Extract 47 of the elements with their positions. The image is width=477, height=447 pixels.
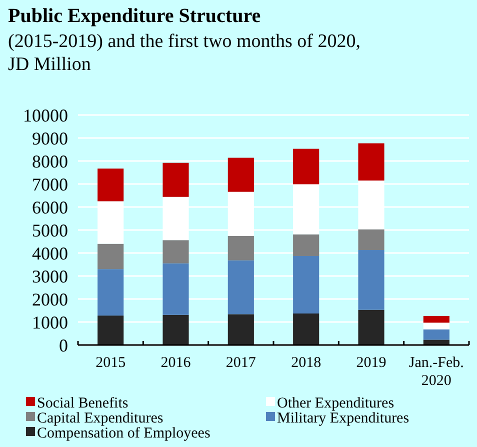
y-tick-label: 3000 — [32, 266, 68, 286]
bar — [358, 143, 384, 181]
legend-label: Capital Expenditures — [37, 410, 164, 426]
y-tick-label: 7000 — [32, 174, 68, 194]
y-tick-label: 6000 — [32, 197, 68, 218]
bar — [293, 234, 320, 256]
bar — [98, 316, 124, 345]
legend-label: Military Expenditures — [277, 410, 410, 426]
x-tick-label: 2015 — [96, 355, 126, 371]
chart-title: Public Expenditure Structure — [8, 5, 261, 27]
bar — [228, 236, 254, 260]
bar — [228, 260, 254, 314]
y-tick-label: 0 — [59, 335, 68, 356]
bar — [228, 314, 254, 345]
bar — [162, 314, 189, 345]
bar — [423, 340, 450, 345]
bar — [98, 269, 124, 316]
legend-label: Other Expenditures — [277, 395, 394, 412]
bar — [98, 244, 124, 270]
bar — [162, 240, 189, 264]
y-tick-label: 9000 — [32, 128, 68, 148]
y-tick-label: 8000 — [32, 151, 68, 172]
y-tick-label: 4000 — [32, 243, 68, 264]
bar — [358, 310, 384, 345]
bar — [228, 158, 254, 192]
x-tick-label: 2019 — [356, 355, 386, 371]
y-tick-label: 1000 — [32, 312, 68, 332]
bar — [358, 250, 384, 310]
x-tick-label: 2018 — [291, 355, 322, 371]
x-tick-label: 2017 — [226, 355, 256, 371]
y-tick-label: 2000 — [32, 289, 68, 310]
x-tick-label: 2016 — [160, 355, 192, 371]
y-tick-label: 10000 — [23, 105, 68, 126]
y-tick-label: 5000 — [32, 220, 68, 240]
legend-label: Compensation of Employees — [37, 425, 210, 442]
bar — [293, 256, 320, 314]
chart-subtitle: (2015-2019) and the first two months of 2020, JD Million — [8, 31, 361, 75]
bar — [162, 263, 189, 315]
bar — [293, 313, 320, 345]
legend-label: Social Benefits — [37, 395, 128, 412]
bar — [162, 162, 189, 197]
bar — [358, 229, 384, 250]
bar — [423, 316, 450, 323]
bar — [423, 329, 450, 340]
bar — [98, 168, 124, 202]
bar — [293, 148, 320, 184]
x-tick-label: Jan.-Feb. 2020 — [408, 355, 464, 389]
